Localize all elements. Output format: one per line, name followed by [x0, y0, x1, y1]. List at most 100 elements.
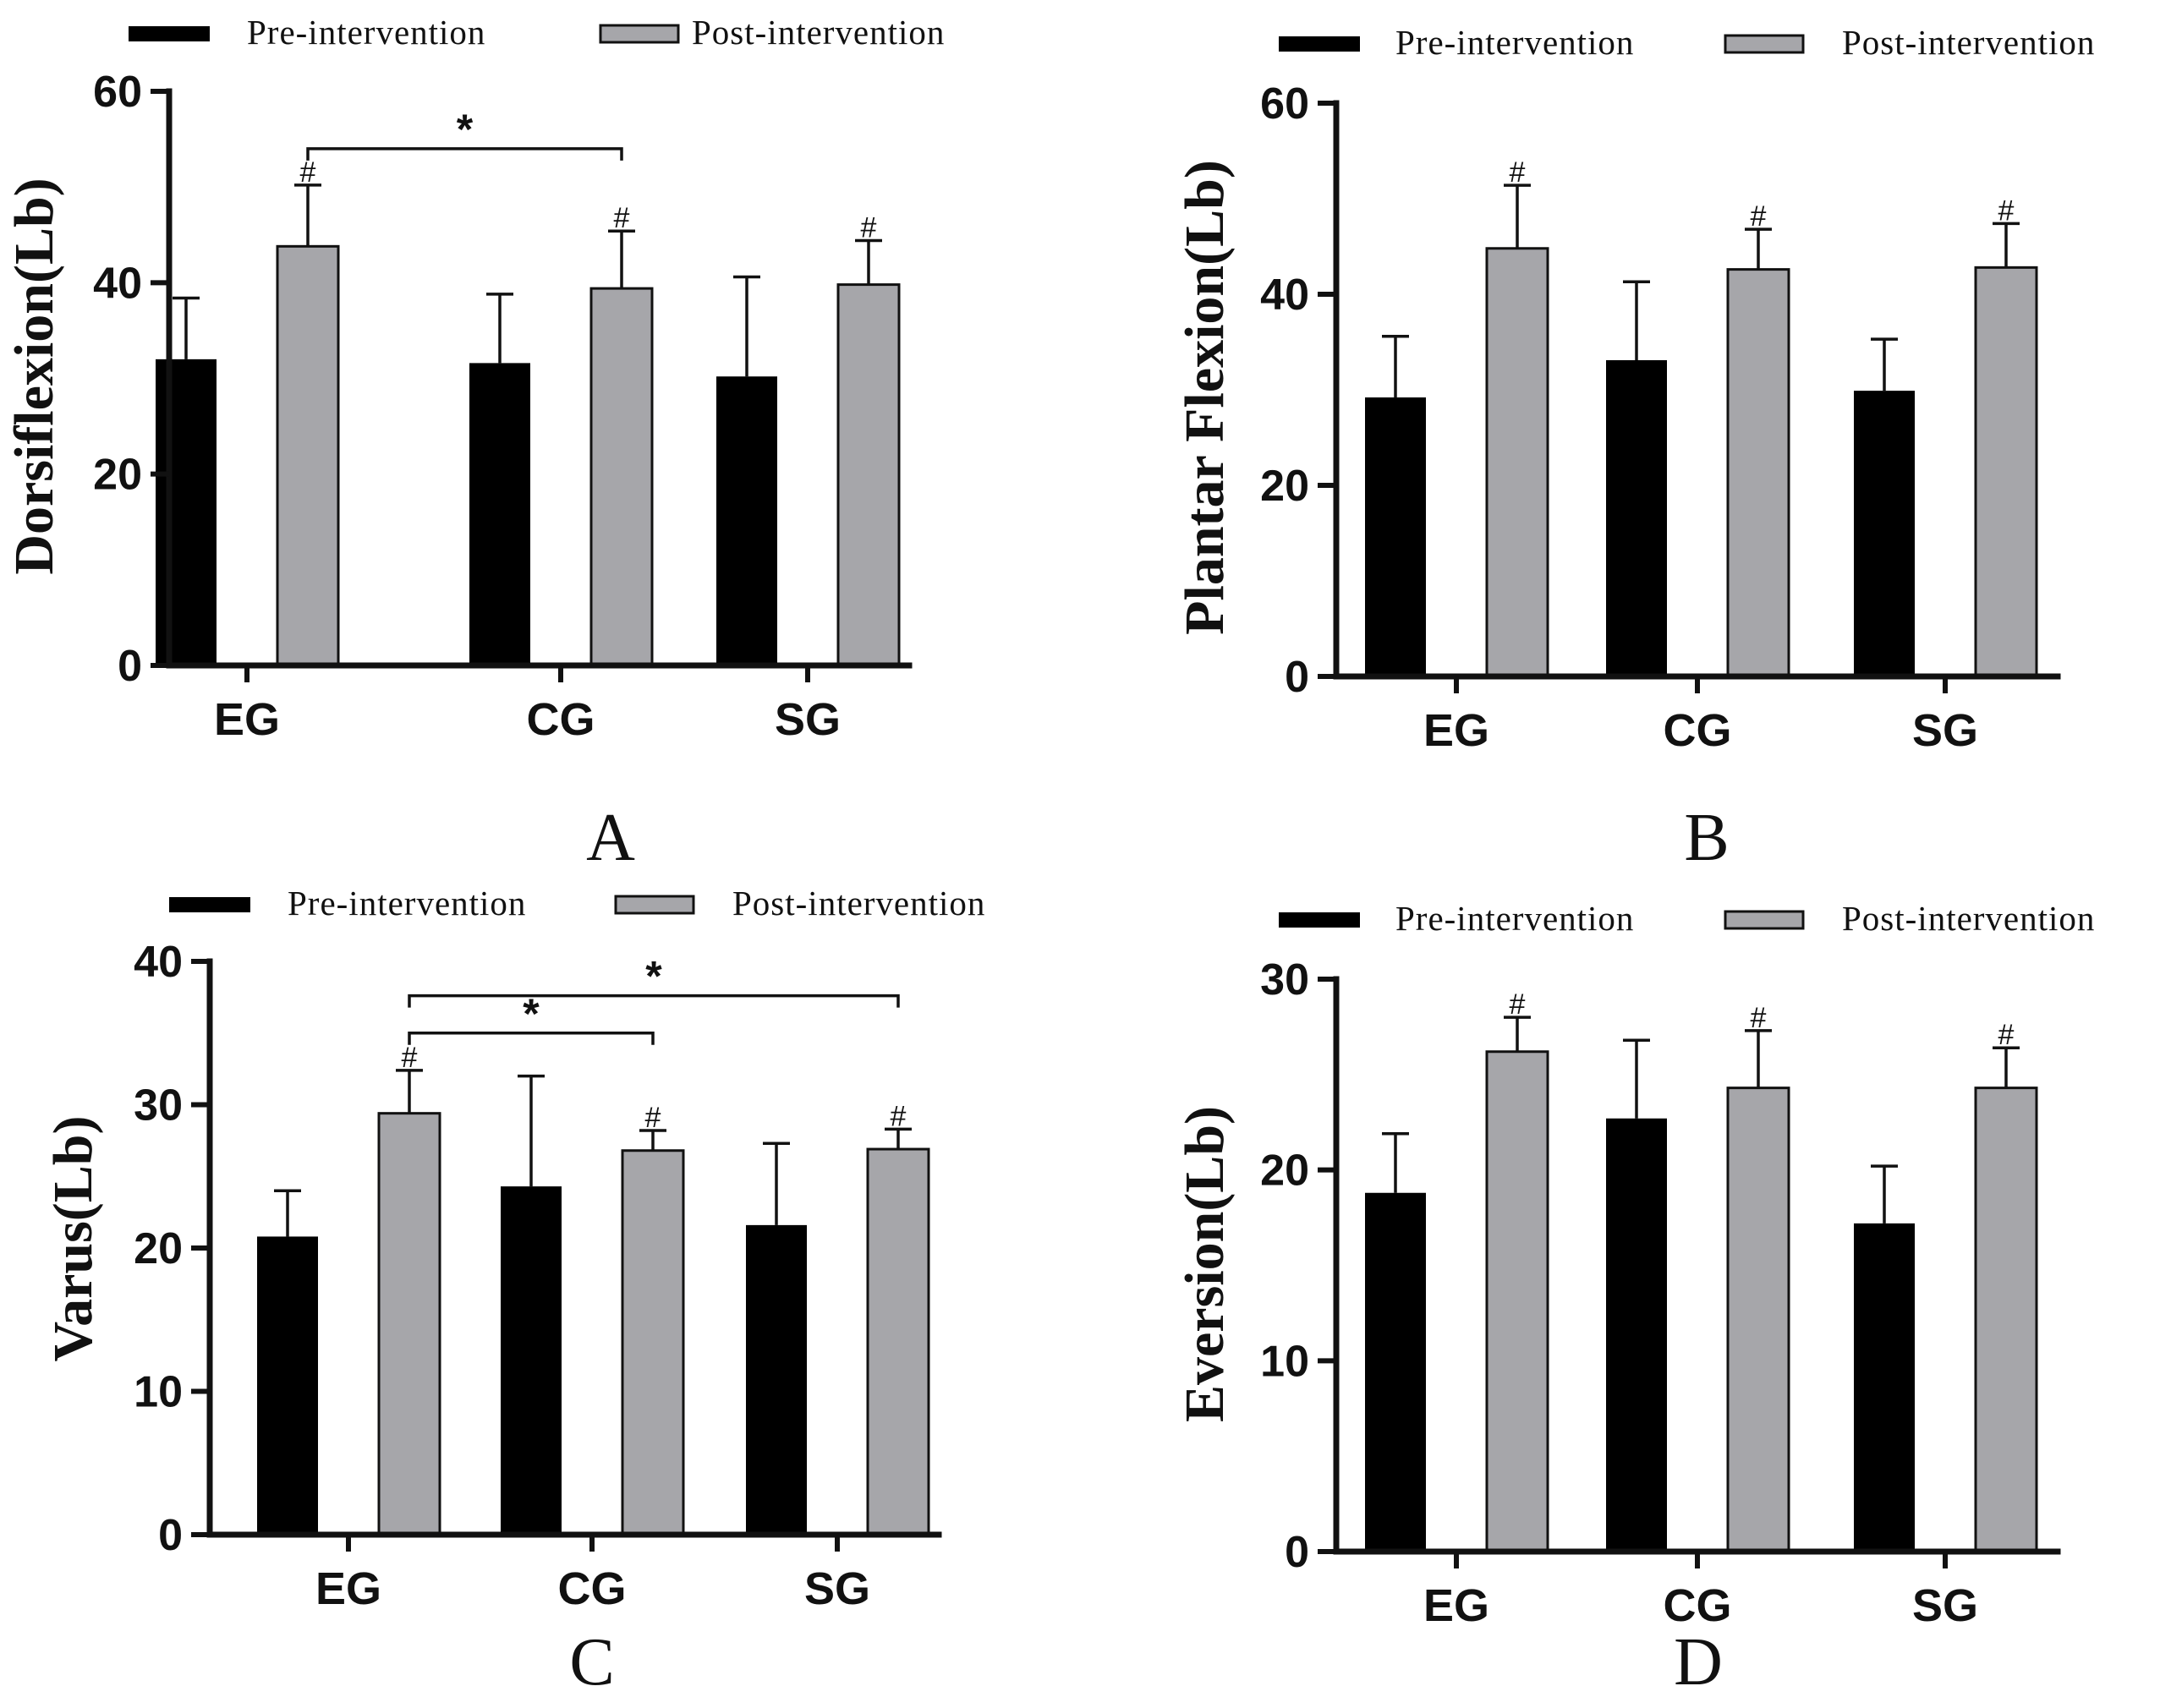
legend-label-pre: Pre-intervention — [288, 884, 526, 922]
y-tick-label-40: 40 — [134, 938, 183, 987]
y-axis-label: Plantar Flexion(Lb) — [1174, 160, 1236, 635]
hash-mark-cg: # — [645, 1102, 661, 1134]
bar-pre-eg — [1365, 397, 1426, 676]
hash-mark-sg: # — [1998, 194, 2015, 227]
bar-post-sg — [1974, 1087, 2038, 1553]
bar-post-eg — [377, 1112, 441, 1536]
legend-swatch-pre — [129, 26, 210, 41]
y-tick-label-0: 0 — [158, 1511, 183, 1560]
bar-pre-eg — [1365, 1192, 1426, 1552]
bar-pre-cg — [501, 1186, 562, 1535]
x-tick-label-eg: EG — [1423, 1580, 1489, 1631]
y-tick-label-20: 20 — [93, 451, 142, 500]
bar-pre-sg — [746, 1224, 807, 1535]
legend-label-pre: Pre-intervention — [1395, 899, 1634, 938]
chart-panel-b: Pre-intervention Post-intervention # EG # CG #… — [1174, 23, 2095, 875]
bar-pre-eg — [156, 359, 217, 665]
bar-post-eg — [1485, 247, 1549, 678]
bar-pre-sg — [716, 376, 777, 665]
chart-panel-c: Pre-intervention Post-intervention # EG # CG #… — [42, 884, 985, 1700]
bar-post-eg — [1485, 1050, 1549, 1553]
hash-mark-sg: # — [891, 1100, 907, 1132]
bar-post-cg — [621, 1149, 685, 1536]
y-tick-label-0: 0 — [118, 642, 142, 691]
bar-post-cg — [1726, 268, 1790, 678]
legend-swatch-pre — [169, 897, 250, 912]
y-axis-label: Varus(Lb) — [42, 1116, 104, 1362]
x-tick-label-cg: CG — [527, 694, 595, 745]
hash-mark-eg: # — [402, 1042, 418, 1074]
legend-swatch-pre — [1279, 36, 1360, 52]
legend-swatch-post — [614, 895, 695, 915]
y-tick-label-40: 40 — [93, 259, 142, 308]
x-tick-label-eg: EG — [214, 694, 280, 745]
significance-star-1: * — [645, 953, 662, 1000]
x-tick-label-sg: SG — [1912, 705, 1978, 756]
significance-bracket-0 — [306, 147, 623, 161]
legend-label-pre: Pre-intervention — [1395, 23, 1634, 62]
chart-panel-d: Pre-intervention Post-intervention # EG # CG #… — [1174, 899, 2095, 1700]
hash-mark-eg: # — [300, 156, 316, 189]
y-tick-label-20: 20 — [1260, 1147, 1309, 1196]
bar-pre-eg — [257, 1236, 318, 1535]
y-tick-label-30: 30 — [1260, 955, 1309, 1005]
panel-letter-d: D — [1674, 1625, 1723, 1700]
legend-label-pre: Pre-intervention — [247, 13, 485, 52]
x-tick-label-cg: CG — [558, 1563, 627, 1614]
x-tick-label-sg: SG — [804, 1563, 870, 1614]
y-tick-label-0: 0 — [1285, 1528, 1309, 1577]
bar-post-sg — [866, 1147, 930, 1536]
legend-swatch-post — [599, 24, 680, 44]
x-tick-label-cg: CG — [1664, 705, 1732, 756]
bar-post-sg — [836, 283, 901, 667]
x-tick-label-eg: EG — [315, 1563, 381, 1614]
hash-mark-sg: # — [861, 212, 877, 244]
y-tick-label-60: 60 — [93, 68, 142, 117]
x-tick-label-sg: SG — [775, 694, 841, 745]
chart-panel-a: Pre-intervention Post-intervention # EG # CG #… — [3, 13, 945, 875]
legend-label-post: Post-intervention — [692, 13, 945, 52]
x-tick-label-cg: CG — [1664, 1580, 1732, 1631]
bar-pre-sg — [1854, 391, 1915, 676]
y-axis-label: Dorsiflexion(Lb) — [3, 178, 65, 574]
hash-mark-cg: # — [1751, 200, 1767, 233]
y-tick-label-10: 10 — [134, 1368, 183, 1417]
hash-mark-cg: # — [614, 202, 630, 234]
significance-bracket-1 — [408, 994, 900, 1008]
panel-letter-a: A — [586, 801, 635, 875]
legend-label-post: Post-intervention — [1842, 899, 2095, 938]
legend-label-post: Post-intervention — [1842, 23, 2095, 62]
panel-letter-c: C — [569, 1625, 614, 1700]
significance-star-0: * — [457, 106, 474, 153]
significance-bracket-0 — [408, 1032, 655, 1045]
hash-mark-eg: # — [1510, 988, 1526, 1021]
hash-mark-eg: # — [1510, 156, 1526, 189]
legend-swatch-post — [1724, 910, 1805, 930]
x-tick-label-sg: SG — [1912, 1580, 1978, 1631]
x-tick-label-eg: EG — [1423, 705, 1489, 756]
bar-pre-cg — [1606, 1118, 1667, 1552]
bar-pre-cg — [469, 363, 530, 665]
hash-mark-sg: # — [1998, 1019, 2015, 1051]
y-tick-label-0: 0 — [1285, 653, 1309, 702]
y-tick-label-10: 10 — [1260, 1337, 1309, 1386]
y-tick-label-40: 40 — [1260, 271, 1309, 320]
significance-star-0: * — [523, 990, 540, 1037]
legend-swatch-pre — [1279, 912, 1360, 928]
y-tick-label-20: 20 — [134, 1224, 183, 1273]
hash-mark-cg: # — [1751, 1002, 1767, 1034]
y-axis-label: Eversion(Lb) — [1174, 1106, 1236, 1422]
bar-post-cg — [1726, 1087, 1790, 1553]
panel-letter-b: B — [1684, 801, 1729, 875]
bar-post-cg — [589, 287, 654, 667]
bar-post-eg — [276, 244, 340, 667]
bar-pre-cg — [1606, 359, 1667, 676]
y-tick-label-60: 60 — [1260, 79, 1309, 129]
y-tick-label-30: 30 — [134, 1081, 183, 1130]
bar-post-sg — [1974, 266, 2038, 678]
y-tick-label-20: 20 — [1260, 462, 1309, 511]
legend-label-post: Post-intervention — [732, 884, 985, 922]
legend-swatch-post — [1724, 34, 1805, 54]
bar-pre-sg — [1854, 1223, 1915, 1552]
